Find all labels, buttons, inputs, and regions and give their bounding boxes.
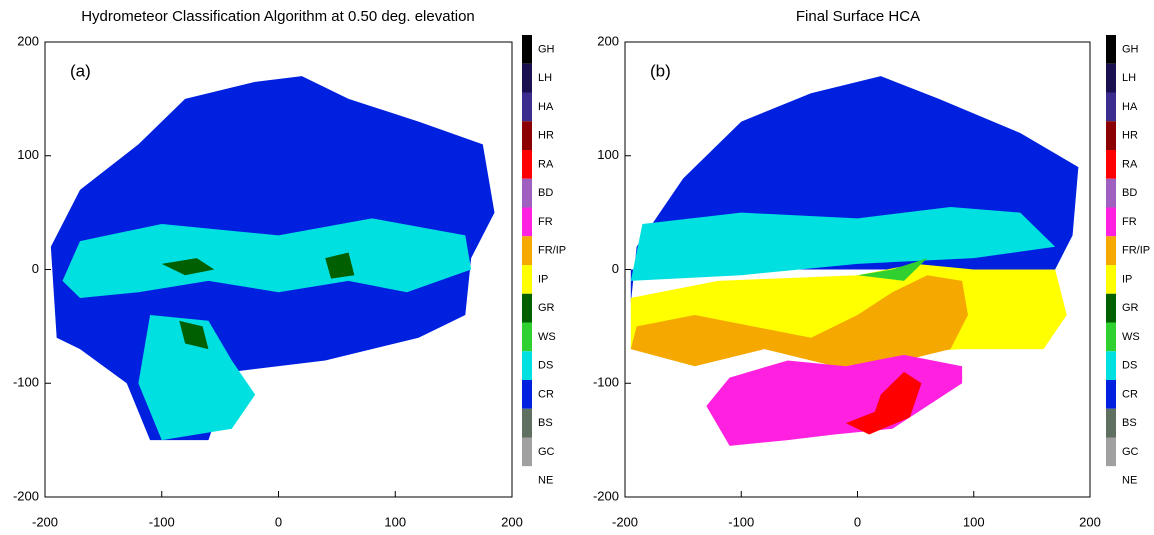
colorbar-label: GC <box>1122 446 1139 458</box>
colorbar-swatch <box>1106 408 1116 438</box>
colorbar-swatch <box>1106 236 1116 265</box>
colorbar-swatch <box>1106 265 1116 294</box>
x-tick-label: -200 <box>32 514 58 529</box>
colorbar-swatch <box>522 236 532 265</box>
colorbar-label: GH <box>538 43 555 55</box>
colorbar-label: HA <box>538 101 554 113</box>
echo-region <box>62 218 472 298</box>
x-tick-label: 100 <box>384 514 406 529</box>
colorbar-swatch <box>522 293 532 323</box>
colorbar-swatch <box>522 380 532 409</box>
colorbar-swatch <box>522 150 532 179</box>
x-tick-label: -100 <box>149 514 175 529</box>
colorbar-label: DS <box>1122 360 1137 372</box>
panel-label: (b) <box>650 61 671 80</box>
y-tick-label: 0 <box>32 261 39 276</box>
y-tick-label: 0 <box>612 261 619 276</box>
colorbar-label: GC <box>538 446 555 458</box>
echo-region <box>845 371 922 435</box>
colorbar-label: DS <box>538 360 553 372</box>
colorbar-swatch <box>1106 293 1116 323</box>
echo-region <box>325 252 355 279</box>
colorbar-swatch <box>522 207 532 237</box>
colorbar-swatch <box>1106 466 1116 495</box>
echo-region <box>706 354 963 446</box>
colorbar-swatch <box>522 351 532 380</box>
chart-title: Final Surface HCA <box>796 8 920 25</box>
y-tick-label: -100 <box>13 375 39 390</box>
colorbar-label: GR <box>538 302 555 314</box>
x-tick-label: -100 <box>728 514 754 529</box>
y-tick-label: -100 <box>593 375 619 390</box>
colorbar-swatch <box>522 35 532 64</box>
colorbar-label: FR <box>538 216 553 228</box>
colorbar-label: LH <box>538 72 552 84</box>
colorbar-swatch <box>1106 207 1116 237</box>
y-tick-label: -200 <box>13 488 39 503</box>
echo-region <box>857 258 928 281</box>
colorbar-label: IP <box>1122 273 1132 285</box>
colorbar-label: CR <box>1122 388 1138 400</box>
colorbar-swatch <box>1106 121 1116 150</box>
x-tick-label: 200 <box>1079 514 1101 529</box>
colorbar-label: FR <box>1122 216 1137 228</box>
colorbar-label: CR <box>538 388 554 400</box>
colorbar-swatch <box>1106 63 1116 93</box>
colorbar-label: NE <box>1122 475 1137 487</box>
colorbar-label: LH <box>1122 72 1136 84</box>
colorbar-swatch <box>522 437 532 467</box>
colorbar-label: BD <box>1122 187 1137 199</box>
colorbar-label: WS <box>1122 331 1140 343</box>
colorbar-swatch <box>522 178 532 208</box>
colorbar-swatch <box>522 92 532 122</box>
chart-title: Hydrometeor Classification Algorithm at … <box>81 8 475 25</box>
y-tick-label: 100 <box>17 147 39 162</box>
colorbar-swatch <box>522 408 532 438</box>
x-tick-label: 0 <box>854 514 861 529</box>
colorbar-swatch <box>1106 150 1116 179</box>
y-tick-label: -200 <box>593 488 619 503</box>
echo-region <box>630 206 1056 281</box>
y-tick-label: 200 <box>597 33 619 48</box>
colorbar-swatch <box>1106 380 1116 409</box>
colorbar-label: BD <box>538 187 553 199</box>
colorbar-label: RA <box>1122 158 1138 170</box>
colorbar-swatch <box>522 265 532 294</box>
y-tick-label: 200 <box>17 33 39 48</box>
colorbar-label: GR <box>1122 302 1139 314</box>
x-tick-label: 200 <box>501 514 523 529</box>
x-tick-label: 0 <box>275 514 282 529</box>
colorbar-swatch <box>1106 437 1116 467</box>
panel-label: (a) <box>70 61 91 80</box>
echo-region <box>179 320 209 350</box>
y-tick-label: 100 <box>597 147 619 162</box>
colorbar-swatch <box>1106 178 1116 208</box>
colorbar-label: GH <box>1122 43 1139 55</box>
echo-region <box>138 315 256 441</box>
x-tick-label: 100 <box>963 514 985 529</box>
colorbar-swatch <box>1106 92 1116 122</box>
colorbar-swatch <box>1106 322 1116 352</box>
x-tick-label: -200 <box>612 514 638 529</box>
colorbar-swatch <box>522 466 532 495</box>
colorbar-label: HA <box>1122 101 1138 113</box>
colorbar-label: BS <box>1122 417 1137 429</box>
colorbar-label: HR <box>538 130 554 142</box>
colorbar-swatch <box>1106 35 1116 64</box>
colorbar-label: IP <box>538 273 548 285</box>
colorbar-swatch <box>522 322 532 352</box>
colorbar-label: HR <box>1122 130 1138 142</box>
colorbar-swatch <box>522 121 532 150</box>
colorbar-label: NE <box>538 475 553 487</box>
echo-region <box>161 258 215 276</box>
colorbar-label: FR/IP <box>538 245 566 257</box>
colorbar-label: BS <box>538 417 553 429</box>
colorbar-label: RA <box>538 158 554 170</box>
colorbar-swatch <box>522 63 532 93</box>
echo-region <box>630 275 968 372</box>
colorbar-swatch <box>1106 351 1116 380</box>
colorbar-label: WS <box>538 331 556 343</box>
colorbar-label: FR/IP <box>1122 245 1150 257</box>
